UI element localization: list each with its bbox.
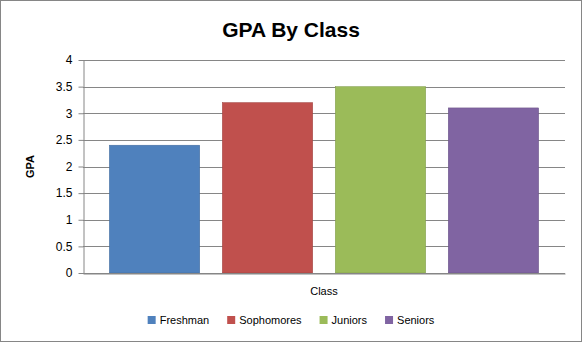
grid-line <box>83 87 565 88</box>
chart: 0 0.5 1 1.5 2 2.5 3 3.5 4 GPA By Class GPA Class Fre… <box>0 0 582 342</box>
y-tick-label: 1 <box>66 213 73 227</box>
y-tick-label: 3 <box>66 107 73 121</box>
legend-swatch <box>227 316 235 324</box>
legend-swatch <box>385 316 393 324</box>
legend: Freshman Sophomores Juniors Seniors <box>148 314 435 326</box>
y-tick-label: 2.5 <box>56 133 73 147</box>
legend-item: Freshman <box>148 314 210 326</box>
y-tick: 0 <box>66 266 84 280</box>
y-axis-title: GPA <box>24 155 36 178</box>
y-tick-mark <box>79 87 84 88</box>
bar <box>448 108 538 273</box>
y-tick-mark <box>79 167 84 168</box>
legend-swatch <box>320 316 328 324</box>
y-tick: 1.5 <box>56 186 84 200</box>
y-tick-mark <box>79 60 84 61</box>
y-tick-label: 0.5 <box>56 240 73 254</box>
legend-item: Seniors <box>385 314 435 326</box>
y-tick: 3.5 <box>56 80 84 94</box>
bar <box>109 145 199 273</box>
y-tick: 4 <box>66 53 84 67</box>
bar <box>222 103 312 273</box>
y-tick: 3 <box>66 107 84 121</box>
bar <box>335 87 425 273</box>
chart-border <box>1 1 582 342</box>
legend-item: Juniors <box>320 314 368 326</box>
y-tick-mark <box>79 140 84 141</box>
grid-line <box>83 60 565 61</box>
y-tick-mark <box>79 246 84 247</box>
y-tick-label: 2 <box>66 160 73 174</box>
y-tick-label: 1.5 <box>56 186 73 200</box>
y-tick-mark <box>79 193 84 194</box>
y-tick-label: 3.5 <box>56 80 73 94</box>
legend-label: Sophomores <box>239 314 302 326</box>
legend-swatch <box>148 316 156 324</box>
x-axis-line <box>84 274 566 275</box>
y-tick: 1 <box>66 213 84 227</box>
y-axis: 0 0.5 1 1.5 2 2.5 3 3.5 4 <box>56 53 84 280</box>
y-tick-label: 4 <box>66 53 73 67</box>
y-tick-mark <box>79 273 84 274</box>
y-tick-label: 0 <box>66 266 73 280</box>
y-tick: 2 <box>66 160 84 174</box>
x-axis <box>84 273 566 275</box>
legend-label: Juniors <box>332 314 368 326</box>
y-axis-line <box>84 61 85 274</box>
y-tick: 0.5 <box>56 240 84 254</box>
y-tick-mark <box>79 220 84 221</box>
grid-line <box>83 273 565 274</box>
title: GPA By Class <box>222 18 360 41</box>
grid <box>83 61 565 274</box>
bars <box>109 87 538 273</box>
x-axis-title: Class <box>310 285 338 297</box>
legend-label: Freshman <box>160 314 210 326</box>
legend-item: Sophomores <box>227 314 302 326</box>
y-tick: 2.5 <box>56 133 84 147</box>
y-tick-mark <box>79 113 84 114</box>
legend-label: Seniors <box>397 314 435 326</box>
